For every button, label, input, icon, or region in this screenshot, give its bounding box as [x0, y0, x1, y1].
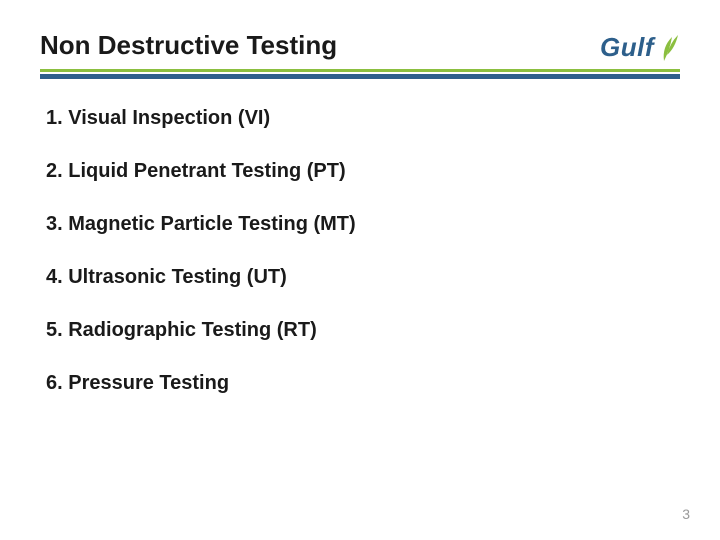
slide-title: Non Destructive Testing — [40, 30, 337, 67]
slide: Non Destructive Testing Gulf 1. Visual I… — [0, 0, 720, 540]
list-item: 3. Magnetic Particle Testing (MT) — [46, 213, 680, 236]
list-item: 1. Visual Inspection (VI) — [46, 107, 680, 130]
list-item: 6. Pressure Testing — [46, 372, 680, 395]
page-number: 3 — [682, 506, 690, 522]
slide-content: 1. Visual Inspection (VI) 2. Liquid Pene… — [40, 79, 680, 395]
brand-logo: Gulf — [600, 32, 680, 67]
list-item: 5. Radiographic Testing (RT) — [46, 319, 680, 342]
header-rule — [40, 69, 680, 79]
leaf-icon — [658, 33, 680, 63]
list-item: 4. Ultrasonic Testing (UT) — [46, 266, 680, 289]
list-item: 2. Liquid Penetrant Testing (PT) — [46, 160, 680, 183]
ndt-list: 1. Visual Inspection (VI) 2. Liquid Pene… — [46, 107, 680, 395]
slide-header: Non Destructive Testing Gulf — [40, 30, 680, 67]
rule-green — [40, 69, 680, 72]
brand-logo-text: Gulf — [600, 32, 654, 63]
